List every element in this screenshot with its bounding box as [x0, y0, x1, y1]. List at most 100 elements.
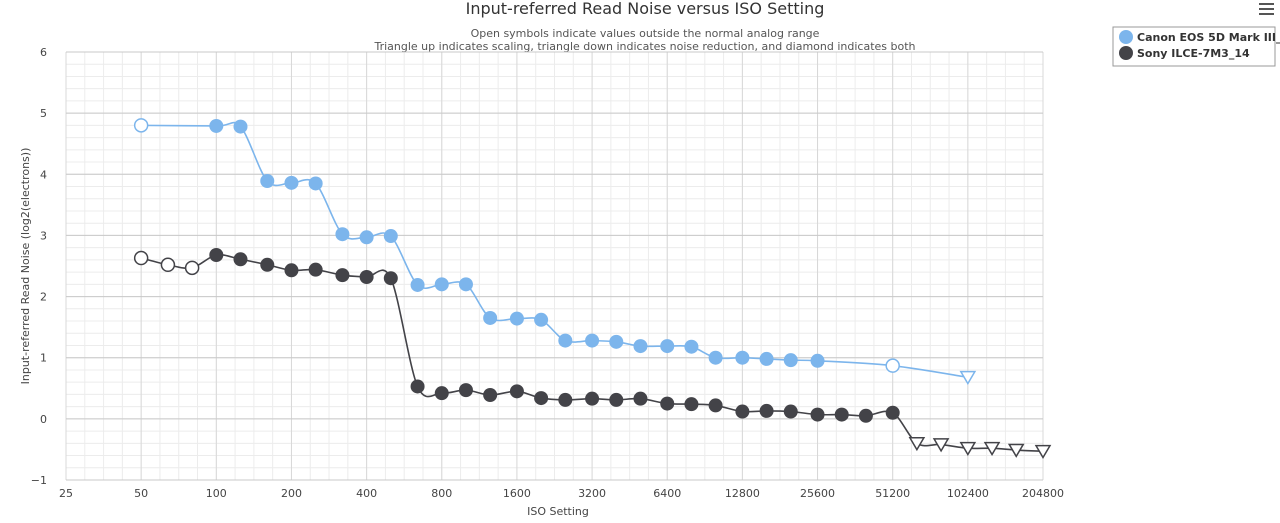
x-tick-label: 3200 [578, 487, 606, 500]
data-point[interactable] [509, 311, 524, 326]
x-tick-label: 100 [206, 487, 227, 500]
data-point[interactable] [410, 277, 425, 292]
series-line [141, 121, 968, 379]
data-point[interactable] [458, 383, 473, 398]
chart-legend: Canon EOS 5D Mark III_14 Sony ILCE-7M3_1… [1112, 26, 1280, 67]
data-point[interactable] [885, 405, 900, 420]
data-point[interactable] [708, 398, 723, 413]
data-point-open-circle[interactable] [160, 257, 176, 273]
legend-marker-canon[interactable] [1119, 30, 1133, 44]
x-tick-label: 400 [356, 487, 377, 500]
data-point[interactable] [684, 397, 699, 412]
data-point[interactable] [509, 384, 524, 399]
data-point[interactable] [633, 391, 648, 406]
data-point[interactable] [383, 229, 398, 244]
data-point[interactable] [483, 310, 498, 325]
data-point[interactable] [209, 118, 224, 133]
data-point[interactable] [834, 407, 849, 422]
data-point-open-triangle-down[interactable] [983, 441, 1001, 456]
y-tick-label: 2 [40, 291, 47, 304]
data-point[interactable] [633, 339, 648, 354]
data-point-open-circle[interactable] [133, 118, 149, 133]
series-1 [133, 247, 1052, 460]
data-point[interactable] [434, 386, 449, 401]
data-point[interactable] [609, 334, 624, 349]
data-point[interactable] [660, 396, 675, 411]
data-point-open-triangle-down[interactable] [932, 438, 950, 453]
x-tick-label: 6400 [653, 487, 681, 500]
data-point[interactable] [284, 175, 299, 190]
data-point[interactable] [534, 391, 549, 406]
data-point[interactable] [558, 333, 573, 348]
data-point[interactable] [410, 379, 425, 394]
data-point[interactable] [483, 388, 498, 403]
data-point[interactable] [585, 333, 600, 348]
data-point-open-triangle-down[interactable] [959, 441, 977, 456]
x-axis-title: ISO Setting [527, 505, 589, 518]
x-tick-label: 800 [431, 487, 452, 500]
data-point[interactable] [260, 174, 275, 189]
data-point[interactable] [660, 339, 675, 354]
data-point[interactable] [260, 257, 275, 272]
legend-marker-sony[interactable] [1119, 46, 1133, 60]
data-point[interactable] [585, 391, 600, 406]
y-axis-title: Input-referred Read Noise (log2(electron… [19, 148, 32, 385]
data-point-open-triangle-down[interactable] [908, 436, 926, 452]
data-point[interactable] [383, 271, 398, 286]
y-tick-label: 0 [40, 413, 47, 426]
y-tick-label: 5 [40, 107, 47, 120]
data-point[interactable] [359, 270, 374, 285]
data-point[interactable] [609, 392, 624, 407]
data-point[interactable] [335, 268, 350, 283]
data-point[interactable] [810, 353, 825, 368]
chart-subtitle-line-1: Open symbols indicate values outside the… [471, 27, 820, 40]
data-point[interactable] [858, 408, 873, 423]
data-point[interactable] [209, 247, 224, 262]
series-0 [133, 118, 977, 386]
chart-subtitle-line-2: Triangle up indicates scaling, triangle … [373, 40, 915, 53]
x-tick-label: 1600 [503, 487, 531, 500]
x-tick-label: 200 [281, 487, 302, 500]
data-point[interactable] [810, 407, 825, 422]
legend-label-canon[interactable]: Canon EOS 5D Mark III_14 [1137, 31, 1280, 44]
data-point[interactable] [359, 230, 374, 245]
x-tick-label: 204800 [1022, 487, 1064, 500]
data-point[interactable] [458, 277, 473, 292]
data-point[interactable] [558, 392, 573, 407]
data-point-open-triangle-down[interactable] [959, 370, 977, 386]
data-point-open-circle[interactable] [184, 260, 200, 276]
data-point[interactable] [335, 227, 350, 242]
hamburger-menu-icon[interactable] [1259, 2, 1275, 16]
data-point[interactable] [534, 312, 549, 327]
chart-title: Input-referred Read Noise versus ISO Set… [466, 0, 825, 18]
y-tick-label: 3 [40, 229, 47, 242]
data-point-open-triangle-down[interactable] [1007, 443, 1025, 458]
y-tick-label: 1 [40, 352, 47, 365]
data-point[interactable] [735, 404, 750, 419]
data-point[interactable] [308, 176, 323, 191]
y-tick-label: −1 [31, 474, 47, 487]
data-point[interactable] [684, 339, 699, 354]
data-point[interactable] [233, 119, 248, 134]
data-point[interactable] [759, 351, 774, 366]
y-tick-label: 6 [40, 46, 47, 59]
legend-box [1112, 26, 1276, 67]
data-point[interactable] [783, 353, 798, 368]
data-point[interactable] [783, 404, 798, 419]
data-point-open-circle[interactable] [885, 358, 900, 373]
data-point[interactable] [708, 350, 723, 365]
data-point-open-triangle-down[interactable] [1034, 444, 1052, 460]
x-tick-label: 12800 [725, 487, 760, 500]
data-point-open-circle[interactable] [133, 250, 149, 266]
legend-label-sony[interactable]: Sony ILCE-7M3_14 [1137, 47, 1250, 60]
data-point[interactable] [735, 350, 750, 365]
x-tick-label: 102400 [947, 487, 989, 500]
data-point[interactable] [434, 277, 449, 292]
data-point[interactable] [284, 263, 299, 278]
data-point[interactable] [308, 262, 323, 277]
data-point[interactable] [233, 252, 248, 267]
data-point[interactable] [759, 403, 774, 418]
x-tick-label: 25600 [800, 487, 835, 500]
x-tick-label: 25 [59, 487, 73, 500]
